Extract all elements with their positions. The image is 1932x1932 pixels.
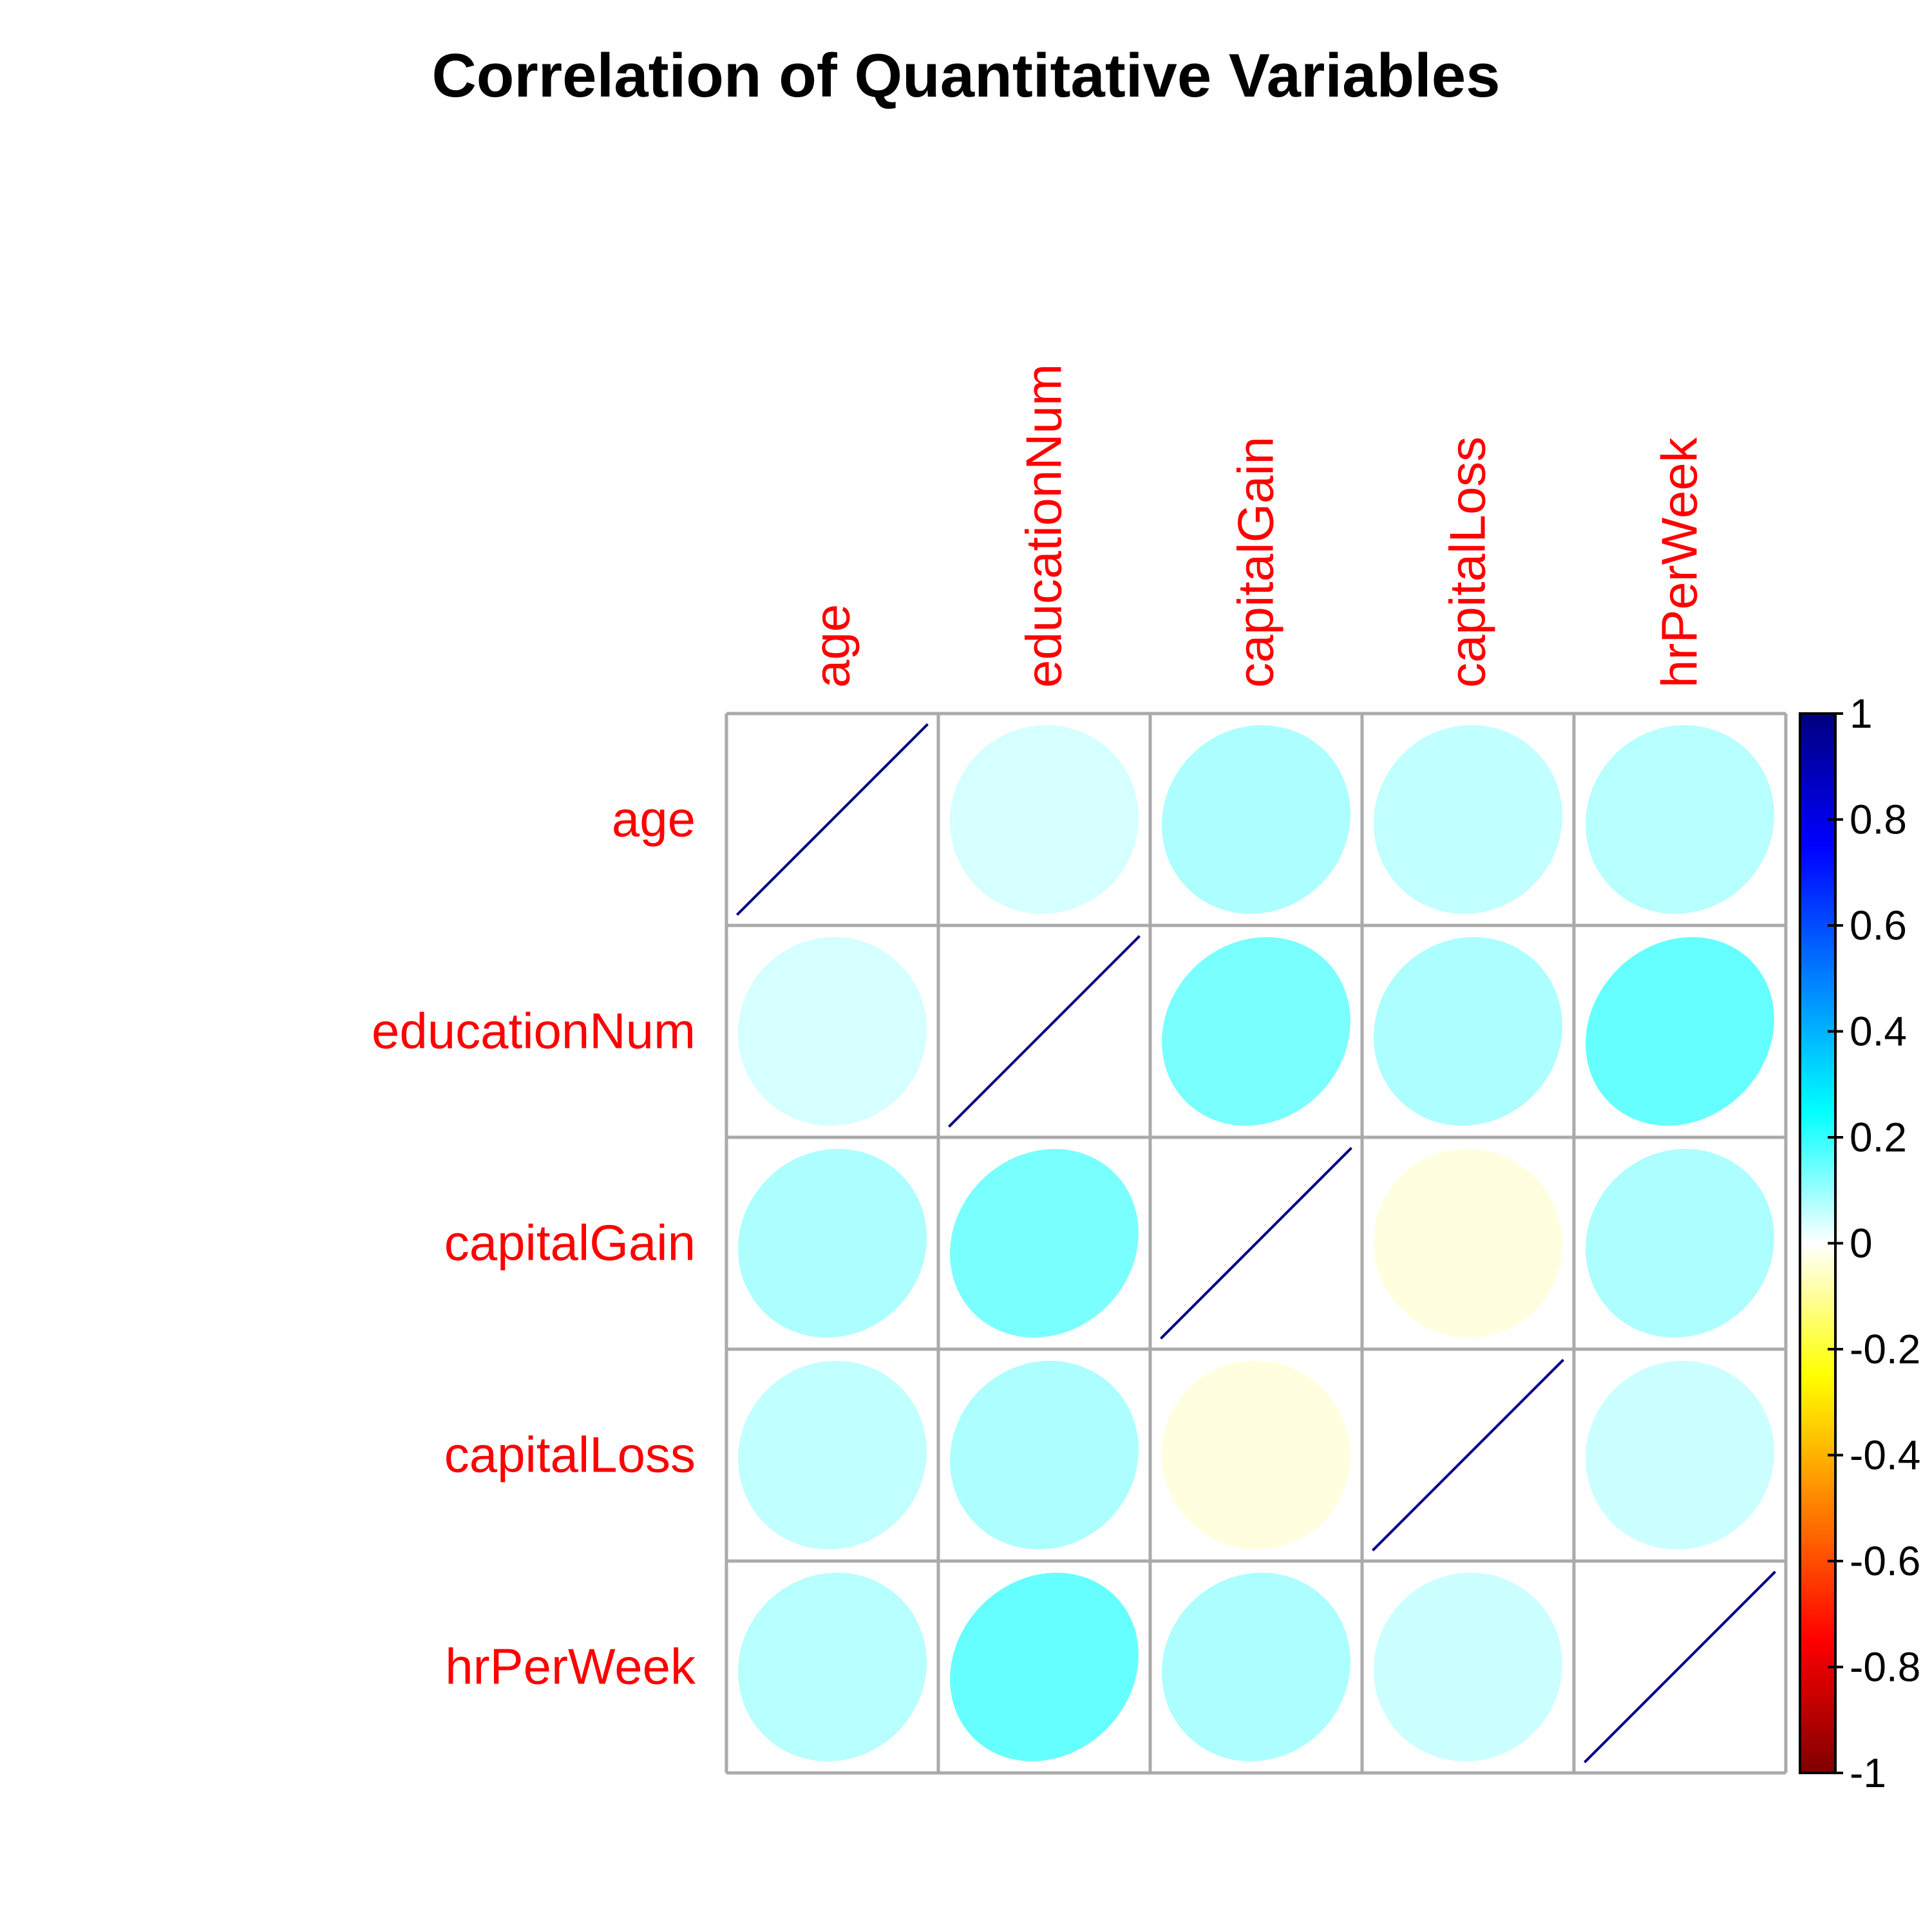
col-label-hrPerWeek: hrPerWeek [1651, 437, 1708, 688]
row-label-hrPerWeek: hrPerWeek [445, 1638, 696, 1695]
colorbar-tick-label: 0.2 [1850, 1114, 1907, 1160]
ellipse-capitalGain-capitalLoss [1373, 1148, 1563, 1338]
colorbar-tick-label: -0.4 [1850, 1432, 1920, 1479]
ellipse-educationNum-capitalLoss [1374, 937, 1562, 1126]
ellipse-capitalLoss-educationNum [950, 1361, 1139, 1549]
ellipse-hrPerWeek-age [738, 1573, 927, 1761]
row-label-capitalLoss: capitalLoss [444, 1426, 696, 1483]
ellipse-capitalGain-educationNum [950, 1149, 1139, 1338]
col-label-educationNum: educationNum [1016, 364, 1072, 688]
ellipse-capitalGain-age [738, 1149, 927, 1338]
chart-title: Correlation of Quantitative Variables [431, 41, 1500, 110]
ellipse-educationNum-hrPerWeek [1586, 937, 1774, 1126]
diagonal-line-educationNum [948, 935, 1141, 1128]
col-label-capitalLoss: capitalLoss [1439, 437, 1496, 688]
row-label-educationNum: educationNum [372, 1003, 696, 1059]
ellipse-hrPerWeek-capitalLoss [1373, 1572, 1563, 1762]
ellipse-educationNum-capitalGain [1162, 937, 1350, 1126]
ellipse-hrPerWeek-educationNum [950, 1573, 1139, 1761]
diagonal-line-capitalGain [1160, 1147, 1352, 1340]
ellipse-capitalGain-hrPerWeek [1586, 1149, 1774, 1338]
colorbar-tick-label: -0.6 [1850, 1538, 1920, 1584]
diagonal-line-capitalLoss [1372, 1359, 1564, 1551]
matrix-grid [724, 712, 1788, 1775]
colorbar: 1 0.8 0.6 0.4 0.2 0 -0.2 -0.4 -0.6 -0.8 -1 [1799, 690, 1920, 1796]
ellipse-age-capitalGain [1162, 725, 1350, 914]
column-labels: age educationNum capitalGain capitalLoss hrP… [804, 364, 1708, 688]
colorbar-tick-label: 0.8 [1850, 797, 1907, 843]
ellipse-age-educationNum [949, 724, 1139, 914]
row-labels: age educationNum capitalGain capitalLoss hrP… [372, 791, 696, 1695]
colorbar-tick-label: -1 [1850, 1750, 1886, 1796]
ellipse-capitalLoss-hrPerWeek [1585, 1360, 1775, 1550]
diagonal-line-hrPerWeek [1584, 1571, 1776, 1763]
col-label-age: age [804, 604, 860, 688]
matrix-cells [736, 723, 1776, 1763]
ellipse-age-capitalLoss [1374, 725, 1562, 914]
colorbar-tick-label: -0.2 [1850, 1326, 1920, 1372]
row-label-age: age [612, 791, 696, 848]
colorbar-tick-label: 0.4 [1850, 1009, 1907, 1055]
col-label-capitalGain: capitalGain [1227, 437, 1284, 688]
diagonal-line-age [736, 723, 929, 916]
ellipse-capitalLoss-age [738, 1361, 927, 1549]
ellipse-educationNum-age [737, 936, 927, 1126]
colorbar-tick-label: -0.8 [1850, 1644, 1920, 1690]
ellipse-capitalLoss-capitalGain [1161, 1360, 1351, 1550]
ellipse-age-hrPerWeek [1586, 725, 1774, 914]
ellipse-hrPerWeek-capitalGain [1162, 1573, 1350, 1761]
colorbar-tick-label: 0.6 [1850, 902, 1907, 949]
colorbar-tick-label: 0 [1850, 1220, 1873, 1267]
colorbar-tick-label: 1 [1850, 690, 1873, 737]
row-label-capitalGain: capitalGain [444, 1215, 696, 1271]
